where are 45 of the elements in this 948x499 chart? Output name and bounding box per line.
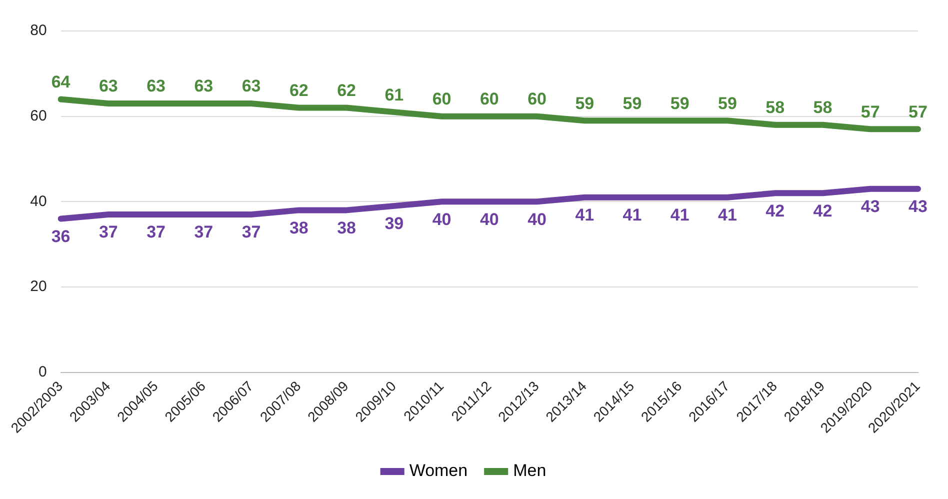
data-label: 59 (575, 94, 594, 113)
data-label: 42 (766, 201, 785, 220)
data-label: 62 (289, 80, 308, 100)
y-tick-label: 40 (30, 192, 47, 210)
data-label: 59 (718, 94, 737, 113)
data-label: 42 (813, 201, 832, 220)
data-label: 63 (194, 76, 214, 96)
data-label: 41 (670, 206, 690, 225)
data-label: 40 (528, 210, 546, 229)
data-label: 41 (718, 206, 737, 225)
y-tick-label: 20 (30, 278, 47, 296)
data-label: 64 (51, 72, 71, 92)
data-label: 59 (670, 94, 690, 113)
data-label: 43 (860, 197, 880, 216)
data-label: 37 (98, 222, 118, 242)
data-label: 57 (860, 102, 880, 122)
data-label: 61 (384, 85, 404, 104)
data-label: 63 (98, 76, 118, 96)
data-label: 41 (622, 206, 642, 225)
data-label: 39 (384, 214, 404, 234)
legend-label: Men (513, 461, 546, 480)
data-label: 43 (908, 197, 928, 216)
data-label: 63 (146, 76, 166, 96)
data-label: 62 (337, 80, 356, 100)
y-tick-label: 60 (30, 107, 47, 124)
data-label: 60 (432, 90, 452, 109)
data-label: 58 (813, 98, 832, 118)
y-tick-label: 80 (30, 22, 47, 40)
data-label: 41 (575, 206, 594, 225)
data-label: 40 (480, 210, 499, 229)
data-label: 58 (766, 98, 785, 118)
legend-label: Women (409, 461, 468, 480)
data-label: 60 (528, 90, 546, 109)
data-label: 37 (194, 222, 214, 242)
data-label: 59 (622, 94, 642, 113)
data-label: 63 (242, 76, 261, 96)
data-label: 60 (480, 90, 499, 109)
data-label: 40 (432, 210, 452, 229)
data-label: 36 (51, 226, 70, 246)
data-label: 37 (146, 222, 166, 242)
y-tick-label: 0 (38, 363, 47, 380)
data-label: 57 (908, 102, 928, 122)
data-label: 37 (242, 222, 261, 242)
data-label: 38 (289, 218, 308, 238)
data-label: 38 (337, 218, 356, 238)
